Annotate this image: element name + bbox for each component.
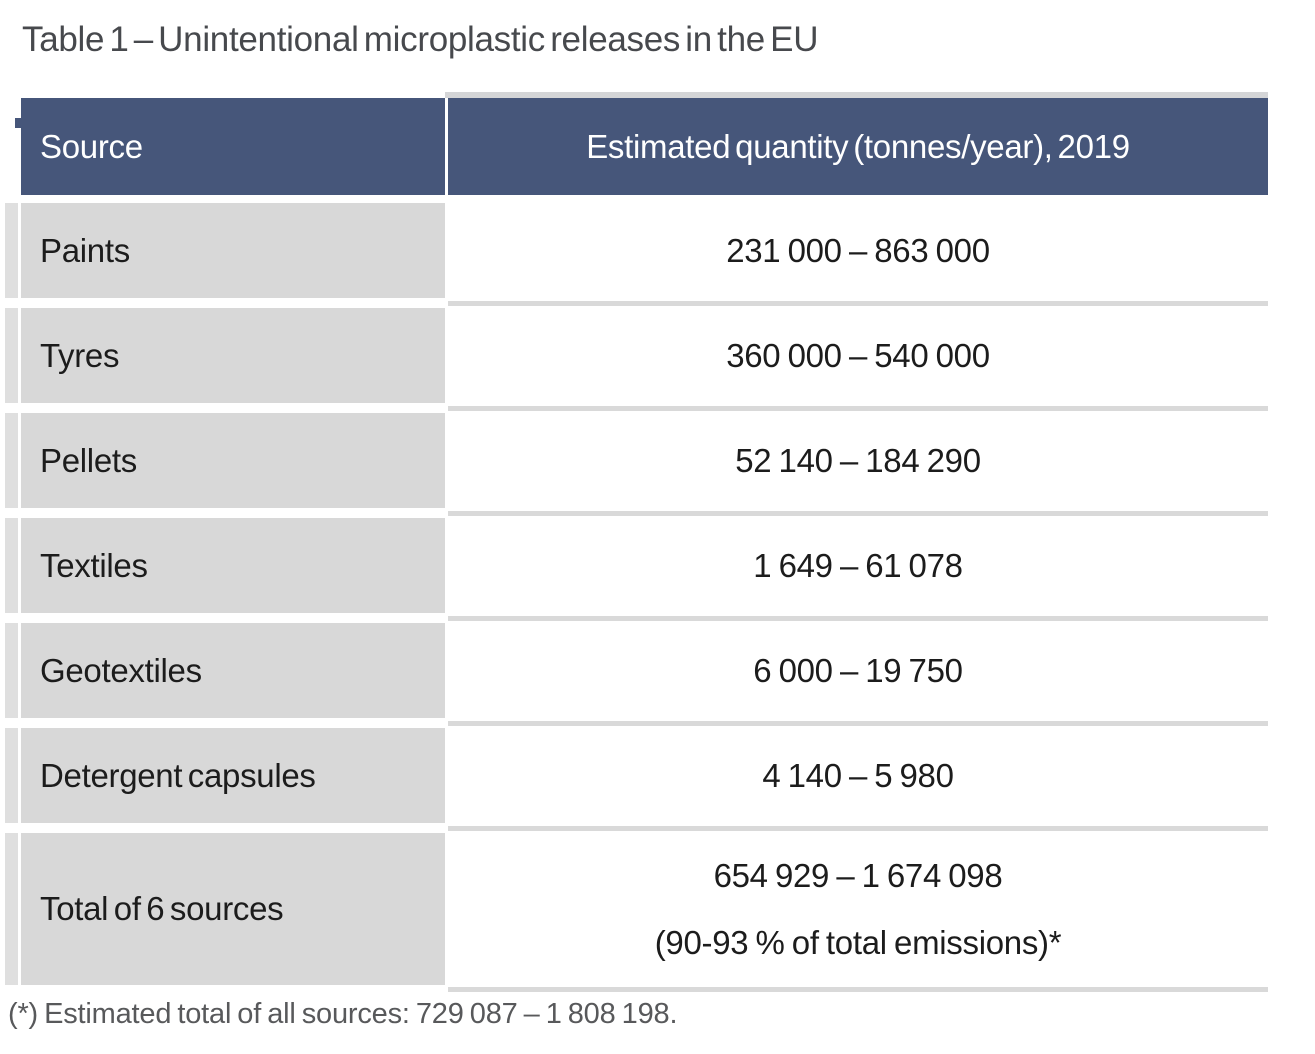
table-footnote: (*) Estimated total of all sources: 729 … <box>8 998 678 1030</box>
header-top-strip <box>445 92 1268 98</box>
quantity-cell-paints: 231 000 – 863 000 <box>448 203 1268 298</box>
quantity-value: 654 929 – 1 674 098 <box>713 856 1003 894</box>
source-cell-tyres: Tyres <box>21 308 445 403</box>
quantity-note: (90-93 % of total emissions)* <box>654 923 1062 961</box>
quantity-cell-tyres: 360 000 – 540 000 <box>448 308 1268 403</box>
quantity-value: 360 000 – 540 000 <box>726 336 990 374</box>
source-cell-paints: Paints <box>21 203 445 298</box>
source-cell-detergent-capsules: Detergent capsules <box>21 728 445 823</box>
quantity-value: 6 000 – 19 750 <box>753 651 963 689</box>
quantity-value: 52 140 – 184 290 <box>735 441 981 479</box>
row-separator <box>448 615 1268 621</box>
row-edge-strip <box>5 203 18 298</box>
row-separator <box>448 300 1268 306</box>
table-bottom-rule <box>448 987 1268 992</box>
column-header-quantity-label: Estimated quantity (tonnes/year), 2019 <box>586 127 1130 165</box>
quantity-cell-total: 654 929 – 1 674 098 (90-93 % of total em… <box>448 833 1268 985</box>
quantity-cell-textiles: 1 649 – 61 078 <box>448 518 1268 613</box>
quantity-value: 4 140 – 5 980 <box>762 756 954 794</box>
row-edge-strip <box>5 413 18 508</box>
column-header-quantity: Estimated quantity (tonnes/year), 2019 <box>448 98 1268 195</box>
row-edge-strip <box>5 518 18 613</box>
quantity-cell-geotextiles: 6 000 – 19 750 <box>448 623 1268 718</box>
row-edge-strip <box>5 833 18 985</box>
row-separator <box>448 405 1268 411</box>
source-cell-pellets: Pellets <box>21 413 445 508</box>
row-edge-strip <box>5 623 18 718</box>
source-cell-total: Total of 6 sources <box>21 833 445 985</box>
quantity-cell-pellets: 52 140 – 184 290 <box>448 413 1268 508</box>
microplastic-releases-table: Source Estimated quantity (tonnes/year),… <box>5 92 1268 992</box>
quantity-cell-detergent-capsules: 4 140 – 5 980 <box>448 728 1268 823</box>
row-separator <box>448 720 1268 726</box>
quantity-value: 231 000 – 863 000 <box>726 231 990 269</box>
source-cell-geotextiles: Geotextiles <box>21 623 445 718</box>
row-edge-strip <box>5 728 18 823</box>
row-edge-strip <box>5 308 18 403</box>
header-left-notch <box>15 118 21 128</box>
column-header-source-label: Source <box>40 127 143 165</box>
source-cell-textiles: Textiles <box>21 518 445 613</box>
column-header-source: Source <box>21 98 445 195</box>
row-separator <box>448 825 1268 831</box>
quantity-value: 1 649 – 61 078 <box>753 546 963 584</box>
row-separator <box>448 510 1268 516</box>
table-title: Table 1 – Unintentional microplastic rel… <box>22 20 819 59</box>
